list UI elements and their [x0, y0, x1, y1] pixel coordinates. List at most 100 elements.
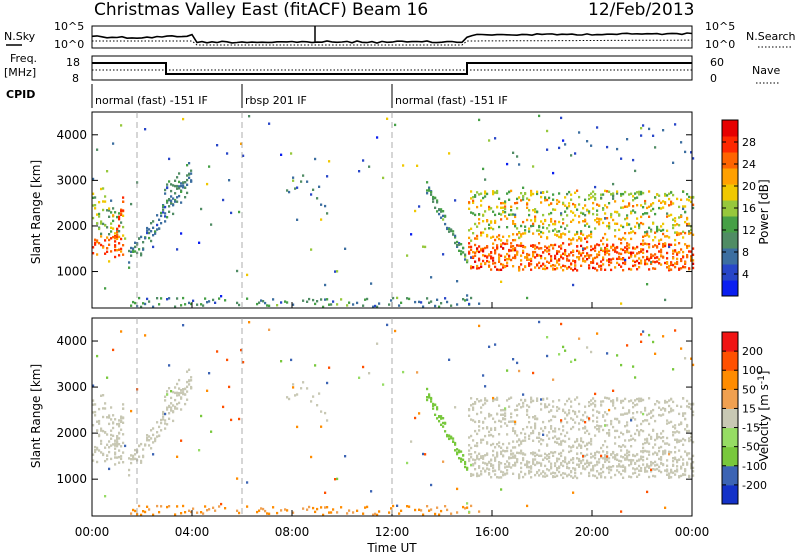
echo-cell — [660, 436, 663, 440]
echo-cell — [488, 227, 491, 230]
echo-cell — [500, 213, 503, 216]
echo-cell — [480, 456, 483, 459]
echo-cell — [616, 222, 619, 225]
echo-cell — [110, 444, 113, 447]
echo-cell — [646, 457, 649, 460]
echo-cell — [514, 256, 517, 260]
echo-cell — [588, 234, 591, 237]
echo-cell — [110, 211, 113, 214]
echo-cell — [484, 402, 487, 405]
echo-cell — [540, 398, 543, 401]
echo-cell — [522, 405, 525, 408]
echo-cell — [318, 392, 321, 395]
echo-cell — [478, 266, 481, 270]
echo-cell — [672, 252, 675, 255]
echo-cell — [598, 427, 601, 430]
echo-cell — [138, 237, 141, 240]
echo-cell — [586, 246, 589, 249]
echo-cell — [614, 210, 617, 214]
echo-cell — [512, 222, 515, 225]
echo-cell — [456, 448, 459, 451]
echo-cell — [534, 256, 537, 259]
echo-cell — [594, 246, 597, 249]
echo-cell — [664, 452, 667, 455]
echo-cell — [158, 303, 161, 306]
echo-cell — [314, 364, 317, 367]
echo-cell — [542, 429, 545, 433]
echo-cell — [464, 460, 467, 464]
echo-cell — [594, 196, 597, 200]
echo-cell — [470, 418, 473, 421]
echo-cell — [472, 402, 475, 406]
echo-cell — [256, 510, 259, 514]
colorbar-swatch — [722, 484, 738, 505]
echo-cell — [604, 458, 607, 461]
echo-cell — [312, 506, 315, 510]
echo-cell — [578, 428, 581, 431]
echo-cell — [490, 236, 493, 239]
echo-cell — [600, 260, 603, 263]
echo-cell — [500, 488, 503, 491]
echo-cell — [674, 123, 677, 126]
echo-cell — [686, 452, 689, 455]
echo-cell — [638, 433, 641, 437]
echo-cell — [108, 467, 111, 471]
echo-cell — [120, 330, 123, 333]
echo-cell — [532, 371, 535, 375]
echo-cell — [306, 180, 309, 183]
echo-cell — [580, 211, 583, 215]
echo-cell — [664, 244, 667, 248]
echo-cell — [692, 262, 695, 265]
echo-cell — [500, 476, 503, 479]
echo-cell — [556, 230, 559, 233]
echo-cell — [692, 440, 695, 444]
echo-cell — [260, 507, 263, 510]
echo-cell — [102, 429, 105, 433]
echo-cell — [648, 205, 651, 208]
echo-cell — [658, 250, 661, 253]
echo-cell — [504, 200, 507, 203]
echo-cell — [640, 422, 643, 426]
echo-cell — [612, 257, 615, 260]
echo-cell — [608, 227, 611, 230]
echo-cell — [580, 244, 583, 248]
echo-cell — [578, 463, 581, 466]
echo-cell — [478, 193, 481, 196]
echo-cell — [518, 451, 521, 455]
echo-cell — [146, 229, 149, 232]
echo-cell — [562, 472, 565, 475]
echo-cell — [622, 225, 625, 229]
echo-cell — [208, 165, 211, 168]
echo-cell — [546, 129, 549, 133]
echo-cell — [488, 260, 491, 264]
echo-cell — [598, 458, 601, 461]
echo-cell — [624, 262, 627, 266]
echo-cell — [198, 241, 201, 244]
echo-cell — [474, 243, 477, 247]
echo-cell — [428, 301, 431, 304]
echo-cell — [168, 297, 171, 300]
echo-cell — [516, 251, 519, 254]
echo-cell — [640, 411, 643, 414]
echo-cell — [596, 203, 599, 206]
echo-cell — [548, 456, 551, 460]
echo-cell — [110, 199, 113, 202]
echo-cell — [488, 205, 491, 209]
echo-cell — [632, 459, 635, 462]
echo-cell — [98, 242, 101, 245]
noise-left-tick-top: 10^5 — [54, 20, 84, 33]
echo-cell — [584, 204, 587, 207]
echo-cell — [332, 508, 335, 511]
echo-cell — [662, 228, 665, 232]
colorbar-tick-label: 100 — [742, 364, 763, 377]
echo-cell — [542, 439, 545, 442]
echo-cell — [590, 235, 593, 239]
echo-cell — [608, 260, 611, 264]
echo-cell — [576, 438, 579, 441]
echo-cell — [502, 210, 505, 214]
echo-cell — [624, 258, 627, 262]
echo-cell — [372, 305, 375, 308]
echo-cell — [632, 416, 635, 419]
echo-cell — [656, 256, 659, 259]
